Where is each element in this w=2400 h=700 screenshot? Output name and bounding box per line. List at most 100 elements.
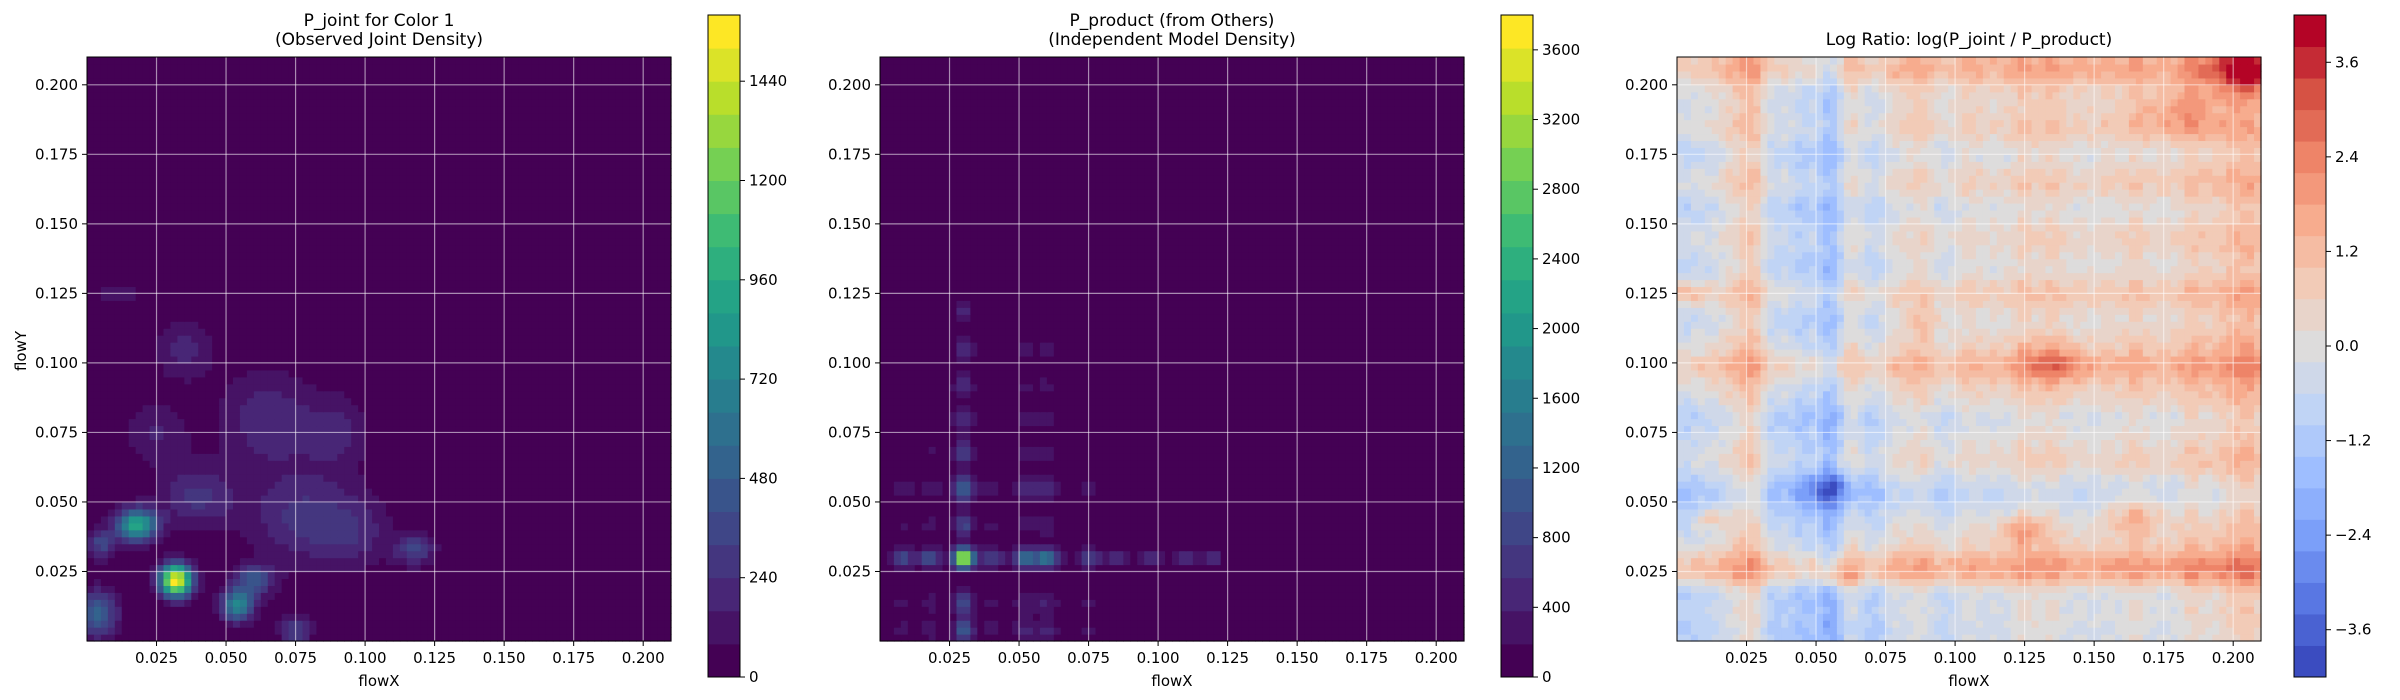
heatmap-cell bbox=[351, 300, 359, 308]
heatmap-cell bbox=[511, 460, 519, 468]
heatmap-cell bbox=[177, 523, 185, 531]
heatmap-cell bbox=[233, 488, 241, 496]
heatmap-cell bbox=[546, 377, 554, 385]
heatmap-cell bbox=[233, 571, 241, 579]
heatmap-cell bbox=[650, 516, 658, 524]
heatmap-cell bbox=[191, 592, 199, 600]
heatmap-cell bbox=[170, 571, 178, 579]
heatmap-cell bbox=[379, 328, 387, 336]
heatmap-cell bbox=[664, 544, 672, 552]
heatmap-cell bbox=[309, 398, 317, 406]
heatmap-cell bbox=[101, 231, 109, 239]
heatmap-cell bbox=[386, 599, 394, 607]
heatmap-cell bbox=[163, 460, 171, 468]
heatmap-cell bbox=[365, 384, 373, 392]
heatmap-cell bbox=[163, 314, 171, 322]
heatmap-cell bbox=[330, 307, 338, 315]
heatmap-cell bbox=[316, 412, 324, 420]
heatmap-cell bbox=[247, 613, 255, 621]
heatmap-cell bbox=[323, 578, 331, 586]
heatmap-cell bbox=[372, 571, 380, 579]
heatmap-cell bbox=[414, 314, 422, 322]
heatmap-cell bbox=[282, 321, 290, 329]
heatmap-cell bbox=[414, 384, 422, 392]
heatmap-cell bbox=[212, 523, 220, 531]
heatmap-cell bbox=[601, 453, 609, 461]
heatmap-cell bbox=[303, 558, 311, 566]
heatmap-cell bbox=[268, 245, 276, 253]
heatmap-cell bbox=[163, 613, 171, 621]
heatmap-cell bbox=[664, 578, 672, 586]
heatmap-cell bbox=[386, 544, 394, 552]
heatmap-cell bbox=[449, 558, 457, 566]
heatmap-cell bbox=[129, 363, 137, 371]
heatmap-cell bbox=[163, 273, 171, 281]
heatmap-cell bbox=[442, 432, 450, 440]
heatmap-cell bbox=[608, 231, 616, 239]
heatmap-cell bbox=[226, 446, 234, 454]
heatmap-cell bbox=[664, 551, 672, 559]
heatmap-cell bbox=[379, 446, 387, 454]
heatmap-cell bbox=[629, 259, 637, 267]
heatmap-cell bbox=[574, 627, 582, 635]
heatmap-cell bbox=[309, 349, 317, 357]
heatmap-cell bbox=[560, 627, 568, 635]
heatmap-cell bbox=[212, 460, 220, 468]
heatmap-cell bbox=[622, 231, 630, 239]
heatmap-cell bbox=[643, 544, 651, 552]
heatmap-cell bbox=[136, 314, 144, 322]
heatmap-cell bbox=[143, 432, 151, 440]
heatmap-cell bbox=[275, 405, 283, 413]
heatmap-cell bbox=[532, 558, 540, 566]
heatmap-cell bbox=[400, 558, 408, 566]
heatmap-cell bbox=[622, 321, 630, 329]
heatmap-cell bbox=[490, 432, 498, 440]
heatmap-cell bbox=[115, 377, 123, 385]
heatmap-cell bbox=[588, 342, 596, 350]
heatmap-cell bbox=[191, 585, 199, 593]
heatmap-cell bbox=[476, 516, 484, 524]
heatmap-cell bbox=[254, 627, 262, 635]
heatmap-cell bbox=[525, 474, 533, 482]
heatmap-cell bbox=[657, 231, 665, 239]
heatmap-cell bbox=[94, 627, 102, 635]
heatmap-cell bbox=[205, 432, 213, 440]
heatmap-cell bbox=[163, 585, 171, 593]
heatmap-cell bbox=[303, 516, 311, 524]
heatmap-cell bbox=[664, 446, 672, 454]
heatmap-cell bbox=[657, 252, 665, 260]
heatmap-cell bbox=[303, 439, 311, 447]
heatmap-cell bbox=[469, 467, 477, 475]
heatmap-cell bbox=[177, 613, 185, 621]
heatmap-cell bbox=[170, 293, 178, 301]
heatmap-cell bbox=[198, 342, 206, 350]
heatmap-cell bbox=[643, 474, 651, 482]
heatmap-cell bbox=[108, 453, 116, 461]
heatmap-cell bbox=[247, 474, 255, 482]
heatmap-cell bbox=[608, 335, 616, 343]
heatmap-cell bbox=[261, 384, 269, 392]
heatmap-cell bbox=[379, 599, 387, 607]
heatmap-cell bbox=[588, 259, 596, 267]
heatmap-cell bbox=[115, 474, 123, 482]
heatmap-cell bbox=[435, 460, 443, 468]
heatmap-cell bbox=[136, 273, 144, 281]
heatmap-cell bbox=[393, 634, 401, 642]
heatmap-cell bbox=[240, 412, 248, 420]
heatmap-cell bbox=[226, 231, 234, 239]
heatmap-cell bbox=[629, 398, 637, 406]
heatmap-cell bbox=[344, 627, 352, 635]
heatmap-cell bbox=[136, 377, 144, 385]
heatmap-cell bbox=[101, 578, 109, 586]
heatmap-cell bbox=[351, 551, 359, 559]
heatmap-cell bbox=[247, 620, 255, 628]
heatmap-cell bbox=[532, 571, 540, 579]
heatmap-cell bbox=[129, 321, 137, 329]
heatmap-cell bbox=[115, 509, 123, 517]
heatmap-cell bbox=[435, 307, 443, 315]
heatmap-cell bbox=[115, 335, 123, 343]
heatmap-cell bbox=[330, 231, 338, 239]
heatmap-cell bbox=[282, 391, 290, 399]
heatmap-cell bbox=[226, 481, 234, 489]
heatmap-cell bbox=[101, 419, 109, 427]
